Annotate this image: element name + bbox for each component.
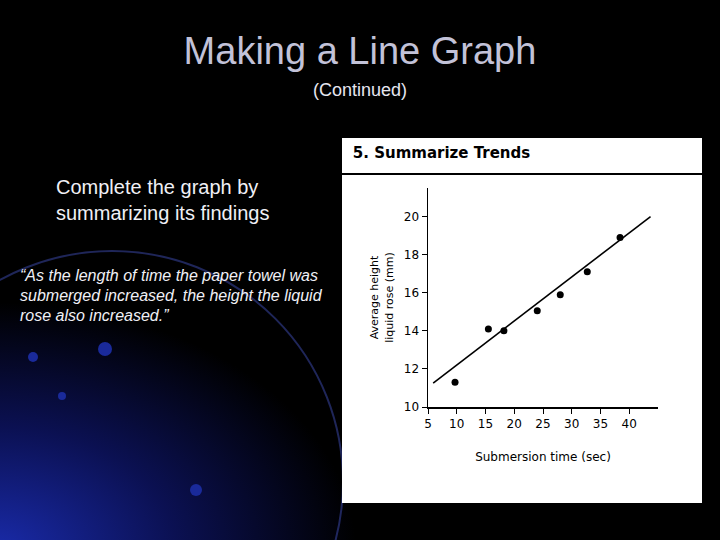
html-text:Making a Line Graph: Making a Line Graph	[183, 30, 537, 72]
svg-text:10: 10	[449, 417, 464, 431]
svg-text:20: 20	[404, 210, 419, 224]
svg-text:40: 40	[622, 417, 637, 431]
html-text:“As the length of time the pap: “As the length of time the paper towel w…	[20, 267, 322, 324]
svg-text:25: 25	[535, 417, 550, 431]
html-text:Complete the graph by summariz: Complete the graph by summarizing its fi…	[56, 176, 270, 224]
svg-text:18: 18	[404, 248, 419, 262]
html-text:(Continued): (Continued)	[313, 80, 407, 100]
svg-text:16: 16	[404, 286, 419, 300]
svg-text:Submersion time (sec): Submersion time (sec)	[475, 450, 611, 464]
svg-text:20: 20	[507, 417, 522, 431]
svg-text:5. Summarize Trends: 5. Summarize Trends	[353, 144, 530, 162]
svg-text:12: 12	[404, 362, 419, 376]
svg-text:15: 15	[478, 417, 493, 431]
svg-text:10: 10	[404, 400, 419, 414]
svg-text:35: 35	[593, 417, 608, 431]
svg-text:5: 5	[424, 417, 432, 431]
svg-text:30: 30	[564, 417, 579, 431]
svg-text:Average heightliquid rose (mm): Average heightliquid rose (mm)	[368, 252, 395, 343]
svg-text:14: 14	[404, 324, 419, 338]
